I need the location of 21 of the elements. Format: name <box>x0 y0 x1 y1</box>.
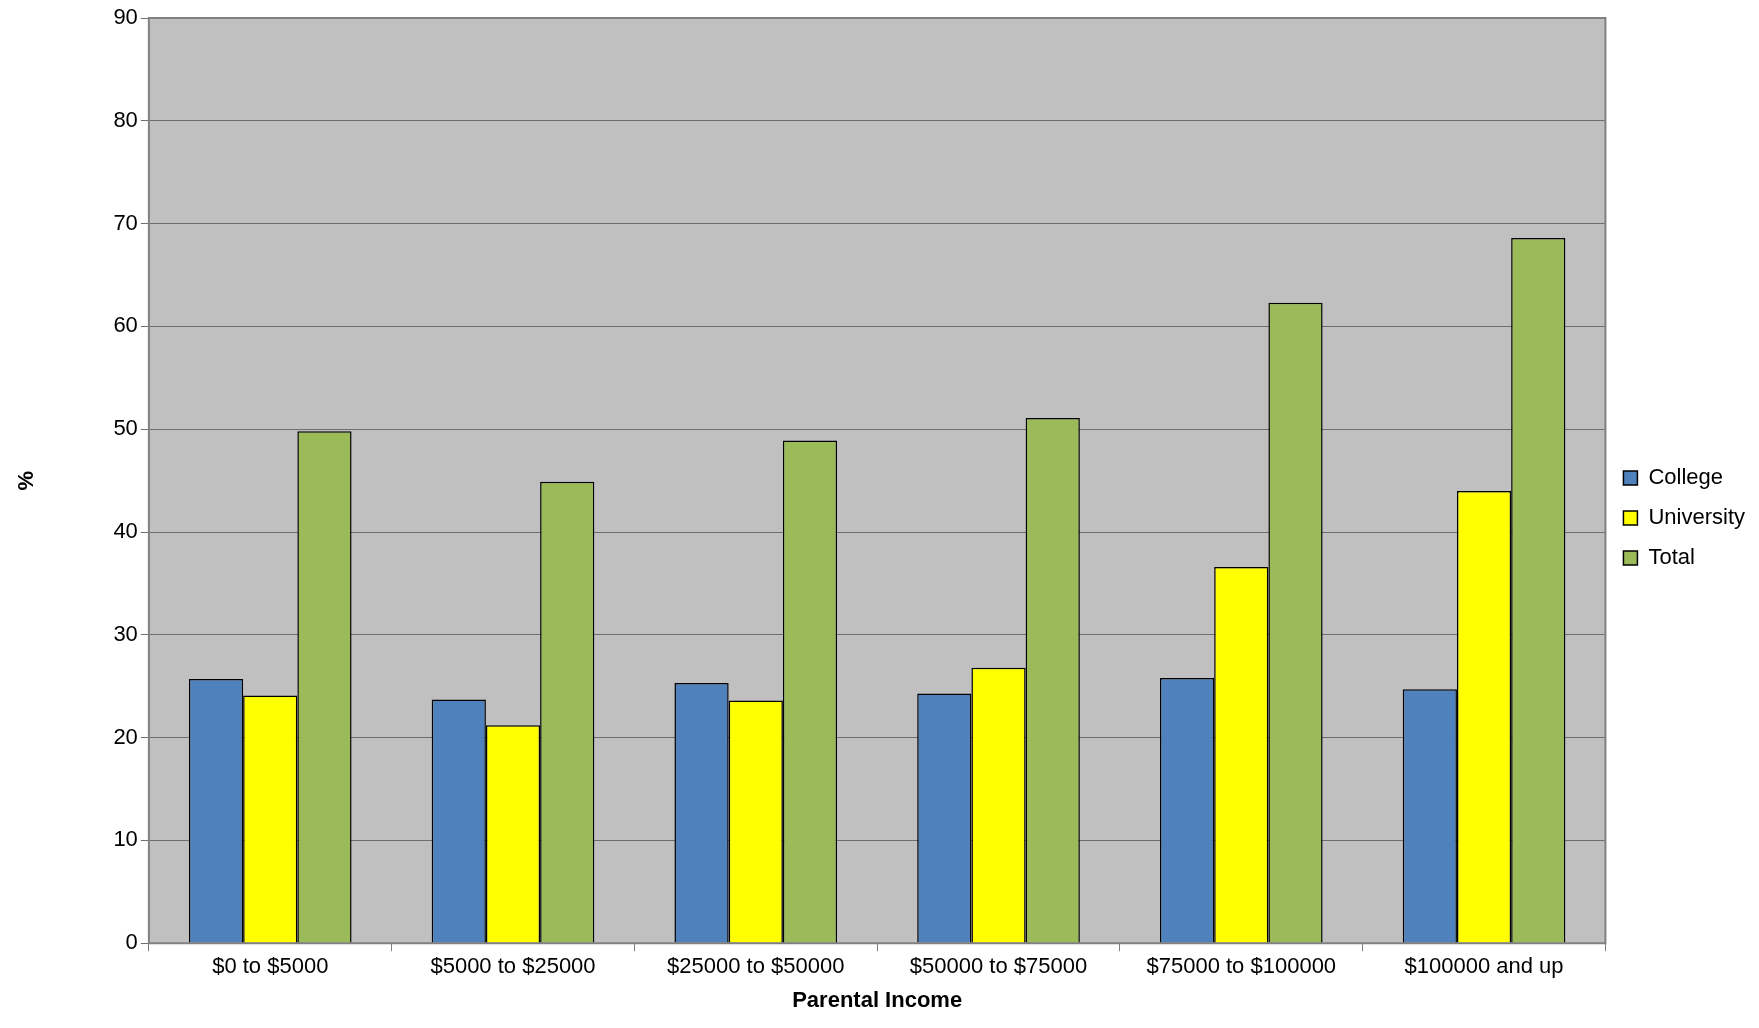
x-tick-label: $5000 to $25000 <box>430 953 596 979</box>
y-tick-label: 30 <box>113 620 138 646</box>
x-tick-label: $75000 to $100000 <box>1146 953 1337 979</box>
y-tick-label: 50 <box>113 415 138 441</box>
y-tick-label: 70 <box>113 209 138 235</box>
x-tick-label: $25000 to $50000 <box>667 953 845 979</box>
y-tick-label: 60 <box>113 312 138 338</box>
y-axis-title: % <box>13 470 39 491</box>
y-tick-label: 90 <box>113 4 138 30</box>
y-tick-label: 80 <box>113 106 138 132</box>
x-tick-label: $0 to $5000 <box>212 953 329 979</box>
x-axis-title: Parental Income <box>792 986 963 1012</box>
x-tick-label: $100000 and up <box>1404 953 1564 979</box>
y-tick-label: 10 <box>113 826 138 852</box>
y-tick-label: 20 <box>113 723 138 749</box>
y-tick-label: 40 <box>113 518 138 544</box>
legend-label: Total <box>1648 544 1695 570</box>
legend-label: University <box>1648 504 1746 530</box>
x-tick-label: $50000 to $75000 <box>909 953 1088 979</box>
legend-label: College <box>1648 464 1724 490</box>
y-tick-label: 0 <box>125 929 138 955</box>
